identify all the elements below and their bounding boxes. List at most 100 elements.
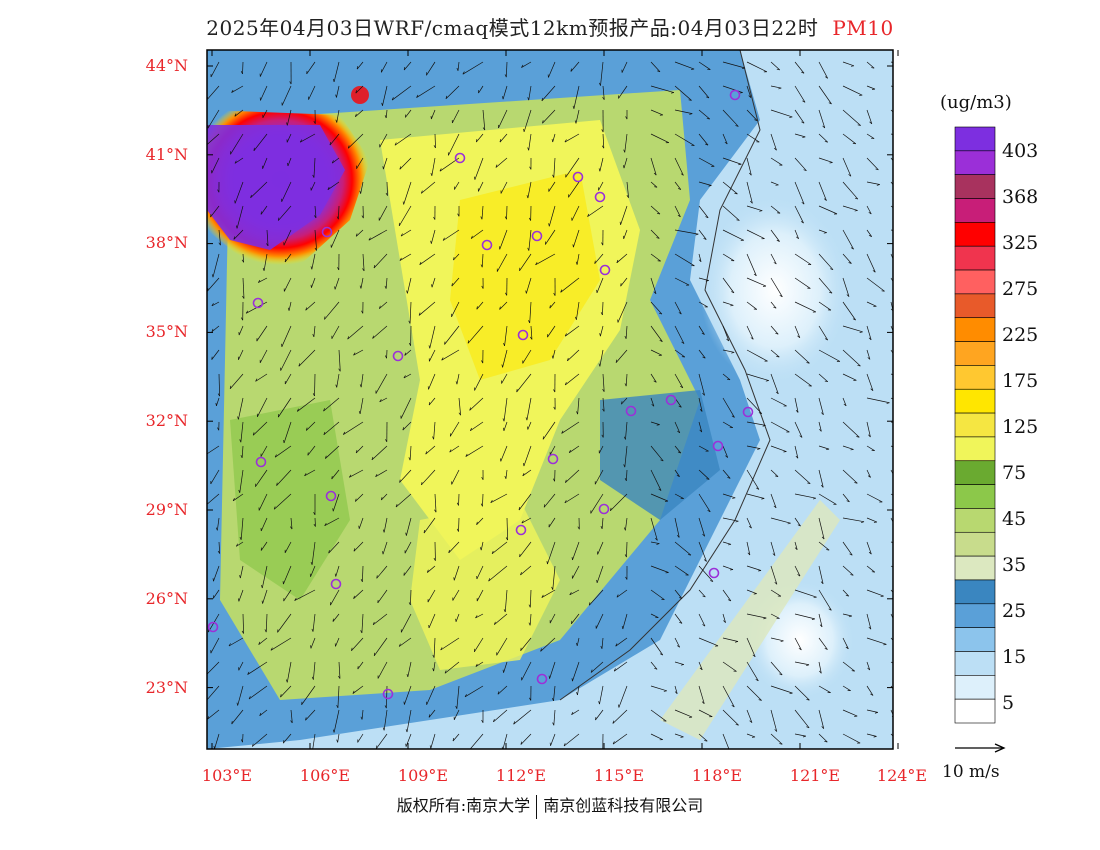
wind-arrow xyxy=(548,205,556,227)
wind-arrow xyxy=(890,589,893,593)
wind-arrow-head xyxy=(820,484,824,488)
wind-arrow xyxy=(650,229,660,239)
title-text: 2025年04月03日WRF/cmaq模式12km预报产品:04月03日22时 xyxy=(206,16,819,40)
wind-arrow-head xyxy=(594,260,596,264)
wind-arrow-head xyxy=(813,596,817,599)
wind-arrow xyxy=(407,277,412,294)
wind-arrow-head xyxy=(601,242,604,246)
wind-arrow-head xyxy=(663,690,667,692)
wind-arrow-head xyxy=(623,165,625,169)
wind-arrow xyxy=(375,373,388,394)
wind-arrow-head xyxy=(776,68,780,71)
wind-arrow xyxy=(416,85,436,98)
wind-arrow xyxy=(794,133,806,138)
wind-arrow xyxy=(248,685,268,700)
wind-arrow xyxy=(674,325,685,344)
wind-arrow-head xyxy=(540,648,542,652)
wind-arrow-head xyxy=(750,337,754,340)
wind-arrow-head xyxy=(894,188,897,189)
wind-arrow-head xyxy=(616,594,619,598)
wind-arrow-head xyxy=(313,512,316,516)
wind-arrow xyxy=(451,277,460,287)
wind-arrow-head xyxy=(572,244,574,248)
wind-arrow xyxy=(746,349,768,362)
wind-arrow-head xyxy=(464,694,467,698)
wind-arrow xyxy=(518,493,532,511)
wind-arrow xyxy=(746,709,753,723)
coastline xyxy=(559,50,771,701)
wind-arrow-head xyxy=(732,497,736,499)
wind-arrow-head xyxy=(399,166,402,170)
wind-arrow-head xyxy=(572,105,575,109)
wind-arrow-head xyxy=(289,81,292,85)
wind-arrow xyxy=(333,709,340,733)
wind-arrow xyxy=(371,445,388,461)
colorbar-segment xyxy=(954,412,996,438)
wind-arrow xyxy=(890,493,893,496)
wind-arrow xyxy=(281,181,292,202)
wind-arrow xyxy=(231,709,244,725)
wind-arrow-head xyxy=(458,412,461,416)
wind-arrow xyxy=(376,565,388,579)
pm10-hotspot-core xyxy=(207,125,345,250)
wind-arrow xyxy=(770,157,783,166)
wind-arrow-head xyxy=(821,726,824,729)
wind-arrow-head xyxy=(361,310,364,314)
wind-arrow xyxy=(572,565,580,579)
wind-arrow-head xyxy=(623,464,626,468)
wind-arrow-head xyxy=(758,570,762,572)
wind-arrow xyxy=(722,349,735,353)
wind-arrow-head xyxy=(428,714,430,718)
wind-arrow-head xyxy=(240,739,243,743)
wind-arrow-head xyxy=(373,265,376,269)
wind-arrow-head xyxy=(504,74,507,78)
wind-arrow-head xyxy=(234,160,237,164)
wind-arrow-head xyxy=(552,478,555,482)
wind-arrow xyxy=(770,373,779,394)
wind-arrow xyxy=(502,349,508,368)
wind-arrow xyxy=(519,541,532,558)
wind-arrow xyxy=(427,565,436,573)
wind-arrow xyxy=(650,589,665,600)
wind-arrow xyxy=(698,589,706,598)
wind-arrow-head xyxy=(481,719,484,723)
wind-arrow xyxy=(474,373,484,391)
wind-arrow xyxy=(650,613,659,618)
wind-arrow xyxy=(400,613,412,633)
wind-arrow-head xyxy=(563,743,566,747)
wind-arrow xyxy=(818,253,834,270)
wind-arrow xyxy=(444,661,460,674)
wind-arrow xyxy=(746,277,767,287)
wind-arrow xyxy=(542,109,556,124)
wind-arrow-head xyxy=(358,410,361,415)
colorbar-tick: 5 xyxy=(1002,692,1015,714)
wind-arrow xyxy=(842,709,858,717)
wind-arrow xyxy=(569,445,580,453)
wind-arrow xyxy=(407,661,412,678)
wind-arrow xyxy=(818,733,828,743)
wind-arrow-head xyxy=(475,139,478,143)
wind-arrow xyxy=(214,733,220,749)
wind-arrow xyxy=(207,661,220,675)
wind-arrow-head xyxy=(503,609,506,613)
wind-arrow xyxy=(331,469,340,480)
wind-arrow-head xyxy=(405,532,407,536)
wind-arrow xyxy=(842,469,858,484)
wind-arrow xyxy=(252,421,268,436)
wind-arrow-head xyxy=(395,504,398,508)
wind-arrow xyxy=(674,133,695,146)
wind-arrow xyxy=(451,301,460,317)
wind-arrow xyxy=(650,85,675,93)
wind-arrow xyxy=(818,589,832,611)
wind-arrow xyxy=(474,157,484,180)
wind-arrow xyxy=(503,397,508,422)
wind-arrow-head xyxy=(748,95,752,98)
wind-arrow xyxy=(462,61,484,75)
wind-arrow xyxy=(281,325,292,347)
colorbar-segment xyxy=(954,245,996,271)
wind-arrow xyxy=(290,709,293,724)
wind-arrow xyxy=(542,421,556,440)
wind-arrow-head xyxy=(548,675,550,679)
wind-arrow-head xyxy=(240,71,243,75)
wind-arrow-head xyxy=(845,594,849,597)
